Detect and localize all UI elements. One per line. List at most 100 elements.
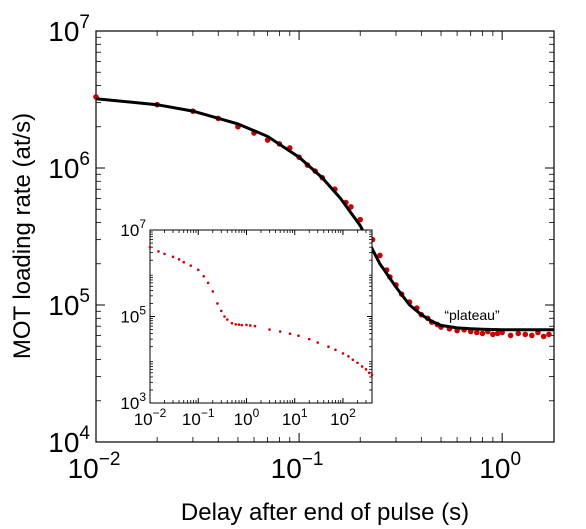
inset-data-point — [219, 309, 223, 313]
plateau-annotation: “plateau” — [444, 307, 500, 323]
inset-x-tick-label: 101 — [282, 406, 308, 429]
data-point — [490, 331, 496, 338]
inset-x-tick-label: 10−1 — [182, 406, 215, 429]
inset-data-point — [347, 355, 350, 358]
inset-data-point — [223, 315, 226, 318]
inset-data-point — [297, 334, 300, 337]
main-y-tick-label: 107 — [48, 12, 90, 47]
main-x-tick-label: 10−2 — [68, 449, 121, 484]
inset-data-point — [148, 245, 152, 249]
inset-data-point — [230, 321, 234, 325]
inset-data-point — [157, 250, 160, 253]
inset-data-point — [240, 323, 244, 327]
main-y-tick-label-base: 10 — [48, 16, 79, 47]
inset-x-tick-label: 10−2 — [134, 406, 167, 429]
main-x-tick-label-base: 10 — [271, 453, 302, 484]
inset-x-tick-label-base: 10 — [134, 410, 153, 429]
main-y-tick-label-exponent: 4 — [79, 423, 90, 444]
inset-data-point — [206, 281, 210, 285]
inset-data-point — [367, 371, 371, 375]
inset-x-tick-labels: 10−2 10−1 100 101 102 — [134, 406, 356, 429]
inset-data-point — [356, 361, 359, 365]
inset-x-tick-label-base: 10 — [234, 410, 253, 429]
inset-x-tick-label-exponent: −2 — [153, 406, 167, 420]
data-point — [357, 216, 364, 223]
inset-y-tick-label-exponent: 5 — [139, 304, 146, 318]
y-axis-label: MOT loading rate (at/s) — [9, 113, 36, 359]
inset-data-point — [351, 358, 355, 362]
inset-data-point — [341, 352, 345, 355]
inset-data-point — [370, 373, 374, 377]
inset-data-point — [253, 324, 257, 328]
inset-data-point — [216, 302, 219, 305]
x-axis-label: Delay after end of pulse (s) — [181, 499, 469, 526]
main-x-tick-label: 10−1 — [271, 449, 324, 484]
main-x-tick-label: 100 — [479, 449, 521, 484]
inset-x-tick-label-base: 10 — [282, 410, 301, 429]
data-point — [494, 330, 501, 337]
inset-data-point — [327, 345, 330, 349]
inset-x-tick-label: 100 — [234, 406, 260, 429]
inset-x-tick-label-exponent: −1 — [201, 406, 215, 420]
inset-x-tick-label-base: 10 — [330, 410, 349, 429]
main-y-tick-label: 106 — [48, 149, 90, 184]
inset-tick-marks — [149, 229, 372, 404]
inset-y-tick-label-base: 10 — [120, 221, 139, 240]
inset-data-point — [248, 324, 252, 327]
inset-data-point — [245, 323, 248, 327]
inset-y-tick-label-exponent: 3 — [139, 390, 146, 404]
main-x-tick-label-base: 10 — [68, 453, 99, 484]
data-point — [377, 252, 383, 259]
main-plot-frame — [95, 30, 555, 443]
data-point — [473, 329, 480, 336]
inset-y-tick-label: 107 — [120, 217, 146, 240]
inset-background — [150, 230, 372, 403]
main-x-tick-label-exponent: −1 — [302, 449, 324, 470]
inset-y-tick-label: 105 — [120, 304, 146, 327]
inset-data-points — [148, 245, 374, 377]
inset-data-point — [225, 318, 229, 321]
inset-data-point — [163, 252, 166, 256]
main-x-tick-label-base: 10 — [479, 453, 510, 484]
main-y-tick-label-exponent: 6 — [79, 149, 90, 170]
inset-data-point — [307, 337, 311, 341]
inset-x-tick-label-base: 10 — [182, 410, 201, 429]
inset-data-point — [234, 323, 238, 326]
inset-data-point — [237, 323, 241, 326]
main-y-tick-label-exponent: 5 — [79, 286, 90, 307]
data-point — [529, 332, 535, 339]
data-point — [515, 330, 522, 337]
inset-data-point — [360, 365, 364, 368]
main-y-tick-label-base: 10 — [48, 290, 79, 321]
inset-data-point — [202, 275, 206, 278]
inset-data-point — [316, 341, 320, 344]
inset-y-tick-label: 103 — [120, 390, 146, 413]
data-point — [546, 331, 552, 338]
data-point — [522, 331, 529, 338]
data-point — [479, 330, 486, 337]
main-y-tick-label-base: 10 — [48, 153, 79, 184]
inset-data-point — [268, 328, 271, 331]
inset-data-point — [196, 268, 200, 272]
inset-x-tick-label-exponent: 2 — [349, 406, 356, 420]
fit-curve — [95, 97, 554, 332]
main-y-tick-label-base: 10 — [48, 427, 79, 458]
inset-data-point — [182, 260, 186, 264]
inset-data-point — [334, 348, 337, 352]
main-x-tick-label-exponent: 0 — [510, 449, 521, 470]
inset-x-tick-label-exponent: 1 — [301, 406, 308, 420]
inset-data-point — [177, 258, 181, 261]
main-y-tick-label: 105 — [48, 286, 90, 321]
main-x-tick-label-exponent: −2 — [99, 449, 121, 470]
data-point — [540, 333, 547, 340]
main-x-tick-labels: 10−2 10−1 100 — [68, 449, 521, 484]
inset-y-tick-label-exponent: 7 — [139, 217, 146, 231]
main-y-tick-label: 104 — [48, 423, 90, 458]
inset-y-tick-label-base: 10 — [120, 308, 139, 327]
inset-data-point — [211, 290, 215, 293]
inset-data-point — [278, 330, 282, 333]
